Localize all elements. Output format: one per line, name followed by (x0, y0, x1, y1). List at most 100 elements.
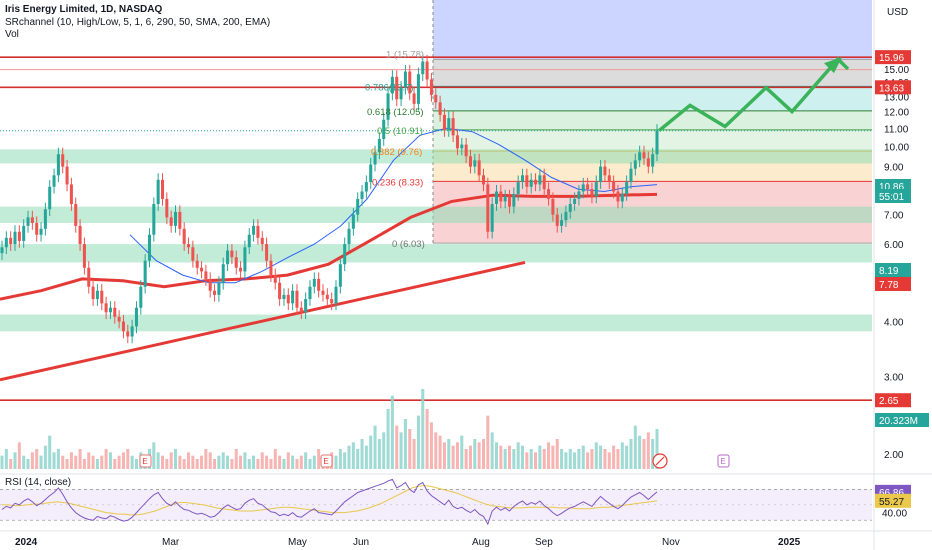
volume-bar (9, 459, 13, 469)
candle-body (56, 154, 60, 176)
volume-bar (35, 449, 39, 469)
candle-body (594, 182, 598, 197)
candle-body (625, 182, 629, 194)
price-badge (875, 50, 911, 65)
volume-bar (516, 442, 520, 469)
volume-bar (408, 429, 412, 469)
candle-body (560, 220, 564, 226)
price-badge (875, 80, 911, 95)
candle-body (633, 160, 637, 169)
candle-body (599, 166, 603, 183)
candle-body (655, 130, 659, 155)
time-tick-label: 2024 (15, 537, 38, 548)
candle-body (521, 175, 525, 183)
price-tick-label: 10.00 (884, 142, 909, 153)
candle-body (147, 234, 152, 261)
volume-bar (78, 449, 82, 469)
volume-bar (573, 452, 577, 469)
volume-bar (100, 455, 104, 469)
candle-body (204, 271, 208, 279)
price-badge-label: 8.19 (879, 266, 899, 277)
volume-bar (399, 432, 403, 469)
volume-bar (486, 415, 490, 469)
price-badge-label: 20.323M (879, 416, 918, 427)
candle-body (200, 267, 204, 272)
candle-body (169, 217, 173, 226)
volume-bar (234, 449, 238, 469)
candle-body (603, 166, 607, 176)
volume-bar (295, 459, 299, 469)
candle-body (534, 179, 538, 185)
price-tick-label: 2.00 (884, 450, 904, 461)
price-tick-label: 13.00 (884, 92, 909, 103)
volume-bar (165, 459, 169, 469)
candle-body (382, 119, 386, 139)
candle-body (451, 118, 455, 136)
candle-body (590, 189, 594, 197)
candle-body (494, 191, 499, 205)
candle-body (39, 228, 43, 235)
candle-body (564, 211, 568, 221)
candle-body (299, 307, 303, 313)
candle-body (17, 231, 21, 241)
volume-bar (156, 452, 160, 469)
volume-bar (542, 449, 546, 469)
candle-body (35, 222, 39, 235)
candle-body (104, 303, 108, 313)
candle-body (412, 93, 416, 104)
volume-bar (278, 455, 282, 469)
volume-bar (369, 435, 373, 469)
fib-label-0.786: 0.786(13.7) (365, 82, 414, 93)
volume-bar (217, 455, 221, 469)
volume-bar (490, 432, 494, 469)
candle-body (273, 275, 277, 283)
volume-bar (625, 445, 629, 469)
candle-body (152, 204, 156, 235)
candle-body (134, 307, 138, 327)
candle-body (0, 247, 4, 254)
volume-bar (282, 459, 286, 469)
price-badge-label: 2.65 (879, 396, 899, 407)
candle-body (317, 278, 321, 291)
candle-body (269, 260, 273, 276)
candle-body (551, 198, 555, 215)
volume-bar (286, 452, 290, 469)
volume-bar (169, 452, 173, 469)
candle-body (416, 74, 420, 104)
volume-bar (95, 459, 99, 469)
candle-body (213, 290, 217, 295)
volume-bar (13, 452, 17, 469)
candle-body (74, 204, 78, 226)
volume-bar (256, 459, 260, 469)
candle-body (160, 179, 165, 199)
candle-body (100, 290, 104, 304)
price-tick-label: 4.00 (884, 318, 904, 329)
rsi-legend: RSI (14, close) (5, 477, 72, 488)
volume-bar (343, 452, 347, 469)
candle-body (108, 307, 112, 313)
candle-body (95, 290, 99, 300)
price-badge-label: 13.63 (879, 83, 904, 94)
price-tick-label: 11.00 (884, 124, 909, 135)
volume-bar (547, 442, 551, 469)
price-badge (875, 189, 911, 203)
price-badge (875, 413, 929, 427)
candle-body (642, 152, 646, 159)
volume-bar (421, 389, 425, 469)
candle-body (481, 175, 486, 185)
candle-body (568, 204, 572, 212)
currency-label[interactable]: USD (887, 7, 909, 18)
volume-bar (438, 435, 442, 469)
candle-body (360, 191, 364, 199)
volume-bar (499, 445, 503, 469)
candle-body (230, 250, 234, 258)
volume-bar (273, 449, 277, 469)
candle-body (13, 231, 17, 245)
candle-body (126, 331, 130, 337)
candle-body (356, 198, 360, 215)
candle-body (620, 193, 624, 202)
volume-bar (521, 445, 525, 469)
volume-bar (247, 459, 251, 469)
candle-body (334, 286, 338, 304)
